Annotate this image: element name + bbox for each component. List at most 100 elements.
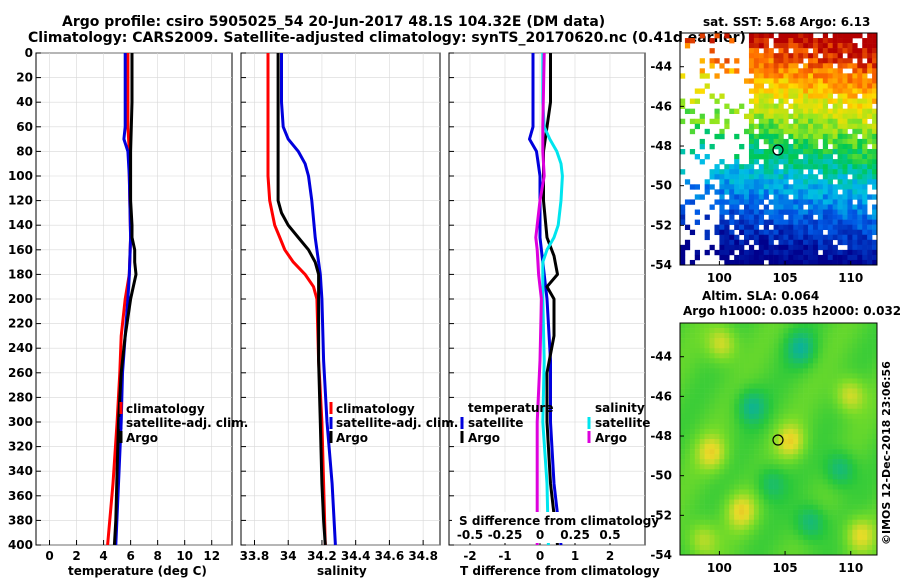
sla-cell — [827, 353, 833, 359]
sst-cell — [822, 154, 829, 160]
sla-cell — [709, 494, 715, 500]
sla-cell — [724, 368, 730, 374]
sst-cell — [827, 88, 833, 94]
sla-cell — [788, 539, 794, 546]
sla-cell — [684, 393, 691, 399]
sla-cell — [798, 358, 804, 364]
sst-cell — [798, 143, 804, 150]
sst-cell — [867, 229, 873, 236]
sla-cell — [729, 474, 735, 480]
sst-cell — [798, 219, 804, 225]
sla-cell — [778, 499, 784, 505]
sla-cell — [729, 393, 735, 399]
sla-cell — [867, 524, 873, 531]
sst-cell — [798, 113, 804, 120]
sla-cell — [857, 383, 863, 389]
sst-cell — [857, 78, 863, 84]
sst-cell — [798, 78, 804, 84]
sst-cell — [847, 214, 853, 220]
sla-cell — [694, 323, 700, 329]
sst-cell — [758, 149, 765, 155]
sst-cell — [694, 209, 700, 215]
sla-cell — [719, 499, 725, 505]
sst-cell — [748, 53, 755, 59]
sst-cell — [788, 103, 794, 109]
x-tick-label: 6 — [126, 549, 134, 563]
sst-cell — [773, 174, 779, 180]
sla-cell — [709, 343, 715, 349]
sla-cell — [719, 368, 725, 374]
sla-cell — [704, 433, 710, 440]
sst-cell — [857, 83, 863, 89]
sst-cell — [748, 179, 755, 185]
sst-cell — [862, 234, 868, 241]
sla-cell — [719, 353, 725, 359]
sla-cell — [808, 514, 814, 520]
sla-cell — [748, 408, 755, 415]
sst-cell — [837, 33, 843, 39]
sla-cell — [748, 464, 755, 470]
sst-cell — [872, 53, 878, 59]
sst-cell — [857, 118, 863, 125]
sst-cell — [812, 38, 819, 44]
sst-cell — [768, 128, 774, 135]
sst-cell — [748, 204, 755, 210]
sst-cell — [753, 249, 760, 256]
sst-cell — [729, 239, 735, 246]
sla-cell — [867, 509, 873, 515]
sla-cell — [827, 373, 833, 379]
sst-cell — [803, 209, 809, 215]
sla-cell — [753, 423, 760, 430]
sla-cell — [783, 524, 789, 531]
sst-cell — [872, 78, 878, 84]
sst-cell — [709, 169, 715, 175]
sla-cell — [832, 494, 838, 500]
sla-cell — [822, 504, 829, 510]
sla-cell — [768, 358, 774, 364]
sla-cell — [714, 544, 720, 551]
sla-cell — [822, 499, 829, 505]
legend-argo-label: Argo — [336, 431, 368, 445]
sla-cell — [699, 464, 705, 470]
depth-tick-label: 60 — [16, 120, 33, 134]
sla-cell — [689, 383, 696, 389]
sla-cell — [872, 454, 878, 460]
s-difference-tick-label: -0.5 — [457, 528, 483, 542]
sst-cell — [753, 174, 760, 180]
sla-cell — [857, 494, 863, 500]
sst-cell — [768, 259, 774, 266]
sla-cell — [808, 358, 814, 364]
sst-cell — [748, 78, 755, 84]
sst-cell — [827, 234, 833, 241]
s-difference-axis-ticks: -0.5 -0.25 0 0.25 0.5 — [457, 528, 621, 542]
sla-cell — [689, 353, 696, 359]
sla-cell — [852, 449, 858, 455]
sla-cell — [872, 469, 878, 475]
sst-cell — [867, 254, 873, 261]
sst-cell — [768, 154, 774, 160]
sst-cell — [857, 164, 863, 170]
sla-cell — [689, 514, 696, 520]
sla-cell — [867, 504, 873, 510]
sst-cell — [827, 254, 833, 261]
sst-cell — [788, 38, 794, 44]
sla-cell — [744, 499, 750, 505]
sst-cell — [773, 189, 779, 195]
sst-cell — [862, 244, 868, 251]
sst-cell — [744, 179, 750, 185]
sla-cell — [847, 428, 853, 435]
sla-cell — [822, 459, 829, 465]
sst-cell — [758, 169, 765, 175]
sla-cell — [768, 333, 774, 339]
sla-cell — [680, 504, 686, 510]
sst-cell — [744, 239, 750, 246]
sla-cell — [739, 474, 745, 480]
sst-cell — [867, 113, 873, 120]
sst-cell — [798, 204, 804, 210]
sla-cell — [803, 423, 809, 430]
sla-cell — [837, 328, 843, 334]
sst-cell — [763, 224, 769, 230]
sst-cell — [847, 184, 853, 190]
sst-cell — [758, 38, 765, 44]
